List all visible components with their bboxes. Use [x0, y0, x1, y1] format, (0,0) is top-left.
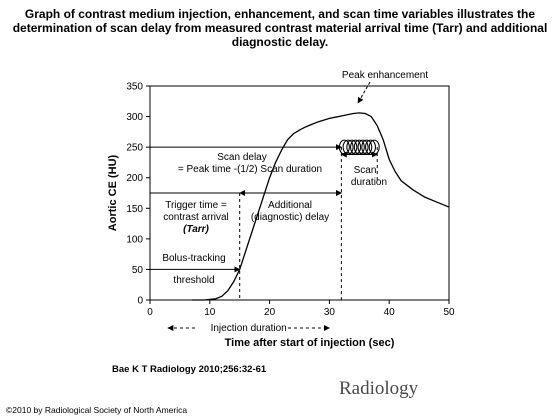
peak-enhancement-label: Peak enhancement [342, 70, 428, 81]
citation: Bae K T Radiology 2010;256:32-61 [112, 364, 267, 375]
title-line-3: diagnostic delay. [231, 35, 329, 49]
x-tick-label: 30 [324, 307, 336, 318]
scan-delay-formula: = Peak time -(1/2) Scan duration [178, 164, 322, 175]
scan-helix-loop [353, 139, 365, 155]
scan-helix-loop [365, 139, 377, 155]
scan-helix-loop [361, 139, 373, 155]
peak-enhancement-arrow [357, 81, 371, 104]
scan-helix-loop [338, 139, 350, 155]
trigger-time-label-2: contrast arrival [163, 212, 229, 223]
title-line-2: determination of scan delay from measure… [12, 21, 548, 35]
additional-delay-label-1: Additional [268, 200, 312, 211]
scan-helix-loop [346, 139, 358, 155]
y-tick-label: 350 [126, 82, 143, 93]
scan-duration-label-2: duration [351, 177, 387, 188]
y-tick-label: 200 [126, 173, 143, 184]
scan-helix-loop [357, 139, 369, 155]
y-tick-label: 100 [126, 234, 143, 245]
trigger-time-label-1: Trigger time = [165, 200, 227, 211]
publisher-logo: Radiology [339, 378, 419, 399]
x-tick-label: 20 [264, 307, 276, 318]
y-tick-label: 50 [132, 265, 144, 276]
scan-duration-label-1: Scan [354, 165, 377, 176]
scan-helix-loop [368, 139, 380, 155]
x-tick-label: 40 [384, 307, 396, 318]
scan-helix-loop [342, 139, 354, 155]
injection-label-bg [195, 321, 285, 333]
y-axis-label: Aortic CE (HU) [107, 154, 119, 231]
x-tick-label: 50 [443, 307, 455, 318]
copyright: ©2010 by Radiological Society of North A… [6, 405, 188, 415]
bolus-threshold-label-1: Bolus-tracking [162, 253, 225, 264]
scan-helix-loop [350, 139, 362, 155]
title-line-1: Graph of contrast medium injection, enha… [24, 7, 536, 21]
enhancement-curve [191, 112, 450, 301]
additional-delay-label-2: (diagnostic) delay [251, 212, 329, 223]
x-tick-label: 0 [147, 307, 153, 318]
y-tick-label: 0 [137, 296, 143, 307]
slide-title: Graph of contrast medium injection, enha… [0, 7, 560, 49]
bolus-threshold-label-2: threshold [173, 275, 214, 286]
x-axis-label: Time after start of injection (sec) [225, 337, 395, 349]
y-tick-label: 150 [126, 204, 143, 215]
y-tick-label: 300 [126, 112, 143, 123]
trigger-time-label-3: (Tarr) [183, 224, 209, 235]
scan-delay-label: Scan delay [217, 152, 266, 163]
injection-duration-label: Injection duration [211, 323, 287, 334]
x-tick-label: 10 [204, 307, 216, 318]
y-tick-label: 250 [126, 143, 143, 154]
enhancement-chart: 0 50 100 150 200 250 300 350 0 10 20 30 40 50 Time aft… [107, 70, 455, 349]
